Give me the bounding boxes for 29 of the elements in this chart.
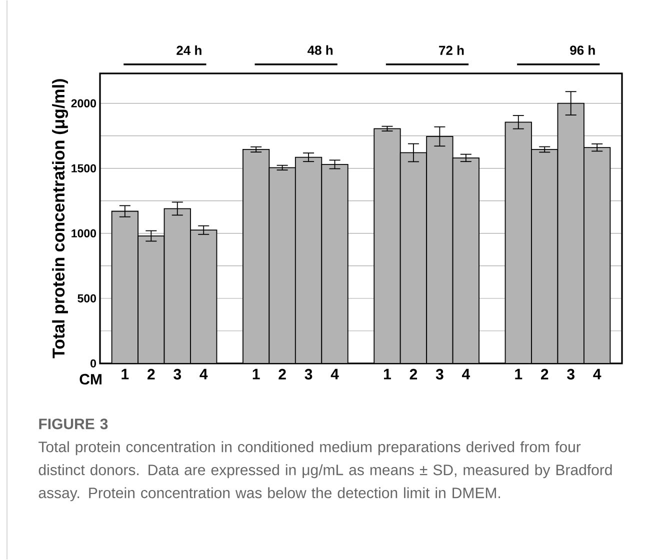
x-tick-label: 4 — [593, 369, 602, 380]
y-tick-label: 2000 — [71, 99, 96, 108]
x-tick-label: 4 — [462, 369, 470, 380]
x-tick-label: 2 — [410, 369, 418, 380]
y-tick-label: 500 — [78, 294, 96, 303]
text: 96 h — [570, 45, 595, 55]
x-tick-label: 1 — [515, 369, 522, 380]
y-tick-label: 1500 — [72, 164, 96, 172]
text: 24 h — [176, 46, 202, 55]
y-axis-title: Total protein concentration (μg/ml) — [52, 79, 68, 358]
x-tick-label: 2 — [278, 369, 286, 380]
x-axis-title: CM — [80, 374, 102, 385]
x-tick-label: 3 — [436, 369, 444, 380]
x-tick-label: 4 — [200, 369, 208, 380]
x-tick-label: 4 — [330, 369, 339, 380]
x-tick-label: 3 — [174, 369, 182, 380]
text: 48 h — [308, 45, 333, 55]
text: 72 h — [439, 46, 464, 55]
x-tick-label: 3 — [567, 369, 574, 380]
x-tick-label: 1 — [252, 369, 260, 380]
x-tick-label: 3 — [304, 369, 312, 380]
text: Total protein concentration in conditioned medium preparations derived from four distinct donors. Data are expressed in μg/mL as means ± SD, measured by Bradford assay. Protein concentration was below the detection limit in DMEM. — [38, 441, 612, 502]
x-tick-label: 1 — [384, 369, 391, 380]
x-tick-label: 2 — [148, 369, 155, 380]
x-tick-label: 2 — [540, 369, 548, 380]
x-tick-label: 1 — [122, 369, 129, 380]
y-tick-label: 1000 — [72, 229, 96, 238]
y-tick-label: 0 — [90, 359, 96, 368]
text: FIGURE 3 — [39, 418, 108, 430]
